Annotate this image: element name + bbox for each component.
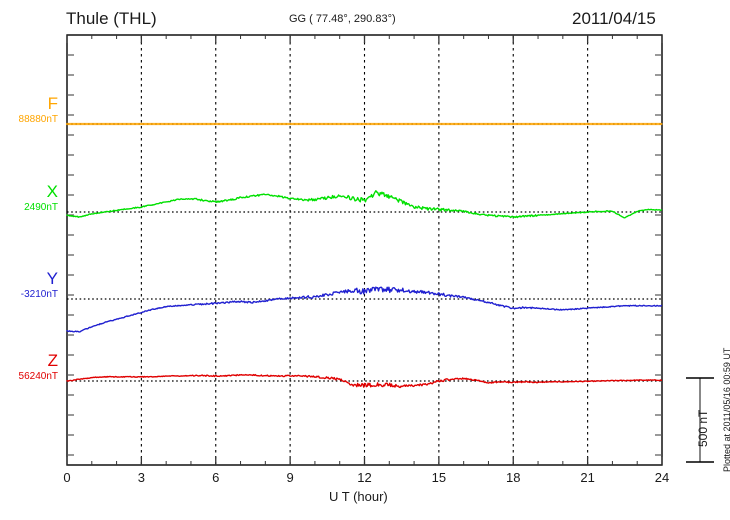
scale-bar-label: 500 nT [696, 409, 710, 447]
x-tick-label: 9 [286, 470, 294, 485]
grid-lines [140, 36, 589, 464]
x-tick-label: 21 [580, 470, 595, 485]
observation-date: 2011/04/15 [572, 9, 656, 28]
x-tick-label: 6 [212, 470, 220, 485]
component-traces [65, 122, 663, 389]
plotted-at-timestamp: Plotted at 2011/05/16 00:59 UT [722, 347, 730, 472]
component-value-f: 88880nT [18, 114, 58, 125]
component-value-z: 56240nT [18, 371, 58, 382]
component-label-f: F 88880nT [0, 94, 58, 125]
x-tick-label: 24 [654, 470, 670, 485]
component-label-x: X 2490nT [0, 182, 58, 213]
component-letter-f: F [47, 94, 58, 113]
x-tick-label: 12 [357, 470, 372, 485]
component-letter-x: X [46, 182, 58, 201]
trace-z [66, 373, 663, 389]
trace-x [66, 190, 663, 219]
component-letter-z: Z [47, 351, 58, 370]
x-axis-title: U T (hour) [329, 489, 388, 504]
x-tick-label: 0 [63, 470, 71, 485]
plot-frame [66, 34, 663, 466]
component-letter-y: Y [46, 269, 58, 288]
geographic-coordinates: GG ( 77.48°, 290.83°) [289, 13, 396, 25]
x-tick-label: 18 [506, 470, 521, 485]
station-title: Thule (THL) [66, 9, 157, 28]
component-value-x: 2490nT [24, 202, 58, 213]
component-label-y: Y -3210nT [0, 269, 58, 300]
y-axis-ticks [67, 54, 662, 456]
component-label-z: Z 56240nT [0, 351, 58, 382]
x-axis-ticks [66, 35, 663, 465]
scale-bar [686, 377, 714, 463]
trace-y [66, 286, 663, 333]
component-value-y: -3210nT [20, 289, 58, 300]
x-tick-label: 15 [431, 470, 447, 485]
x-tick-label: 3 [137, 470, 145, 485]
